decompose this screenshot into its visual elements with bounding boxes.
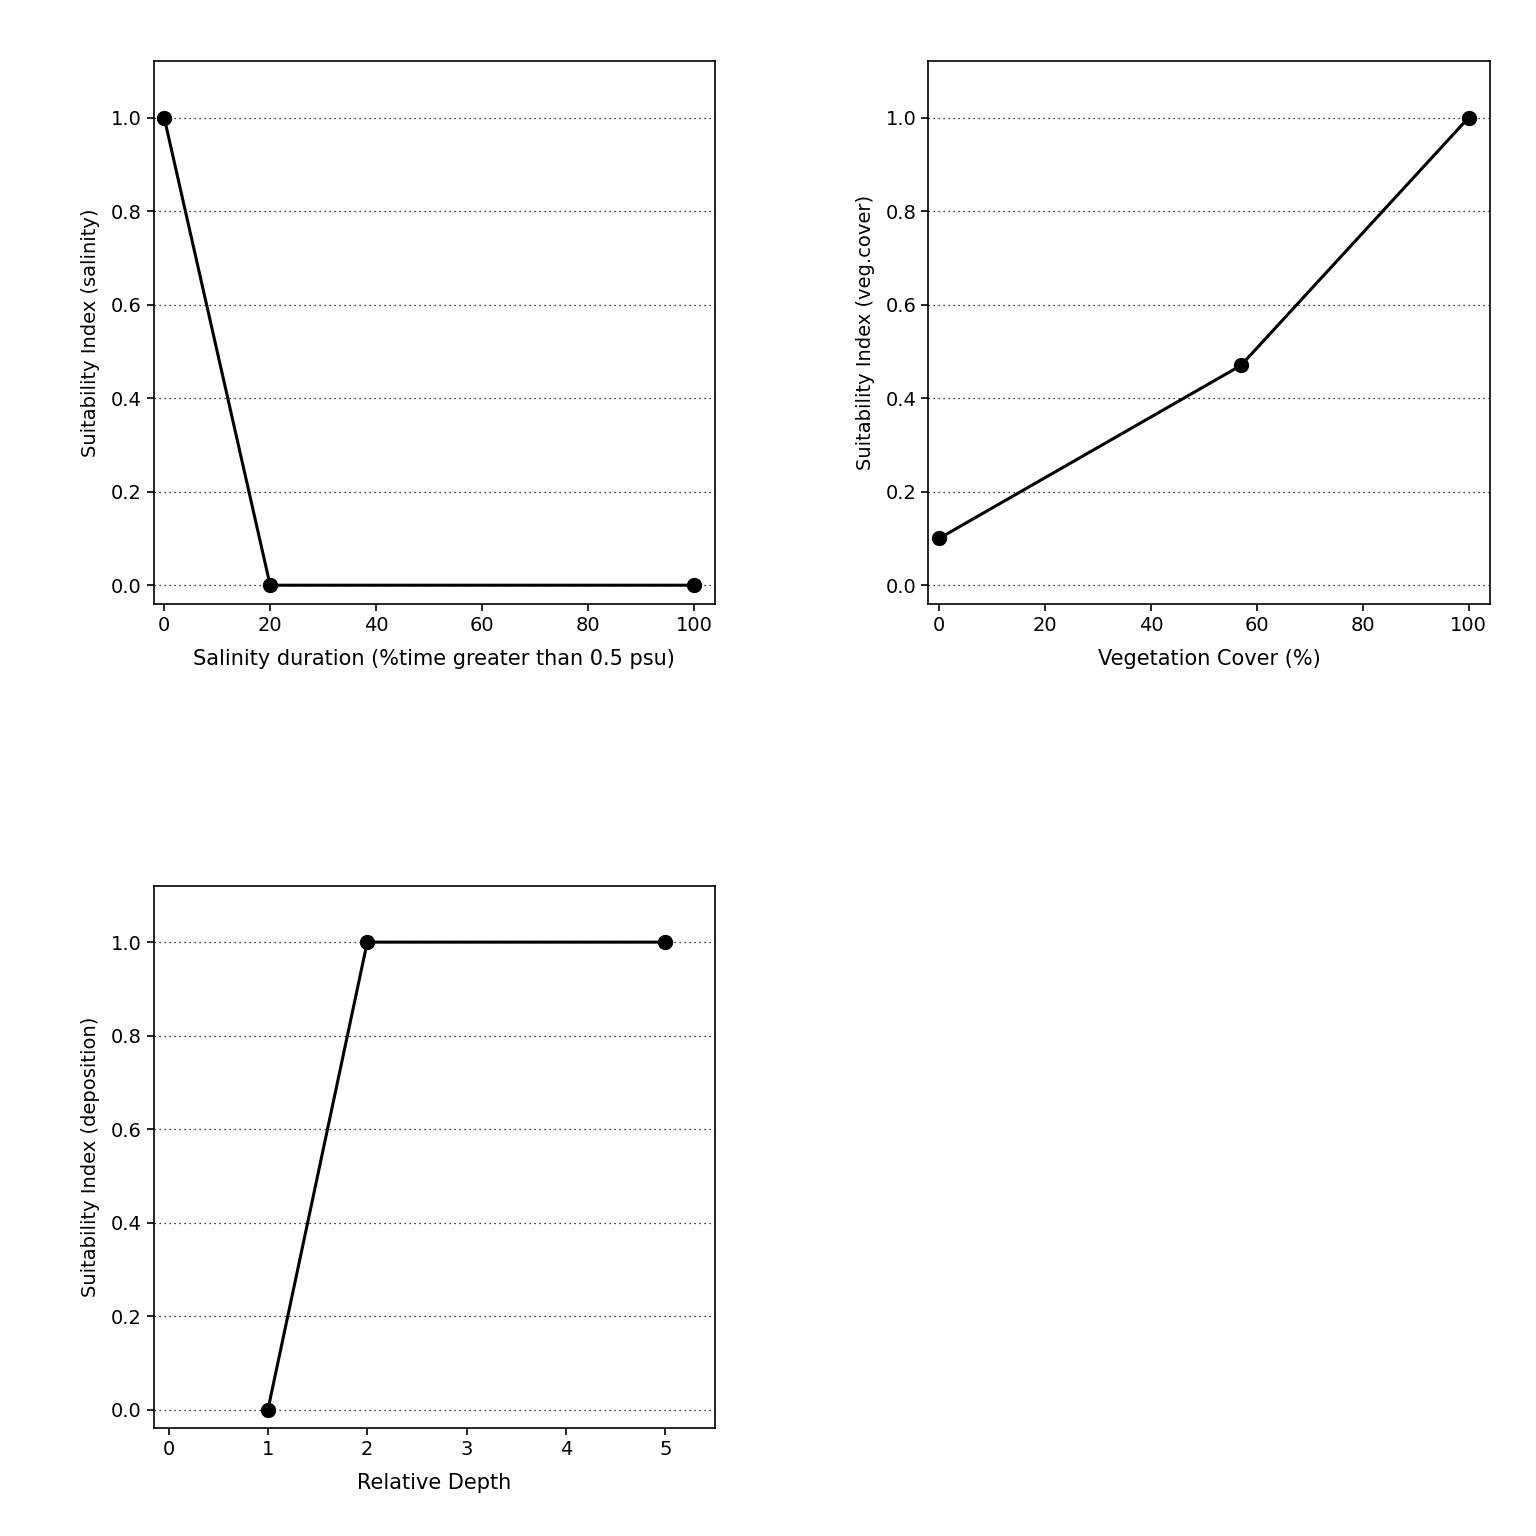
Y-axis label: Suitability Index (salinity): Suitability Index (salinity) — [81, 209, 100, 456]
X-axis label: Relative Depth: Relative Depth — [358, 1473, 511, 1493]
X-axis label: Salinity duration (%time greater than 0.5 psu): Salinity duration (%time greater than 0.… — [194, 648, 676, 668]
Y-axis label: Suitability Index (veg.cover): Suitability Index (veg.cover) — [856, 195, 874, 470]
X-axis label: Vegetation Cover (%): Vegetation Cover (%) — [1098, 648, 1321, 668]
Y-axis label: Suitability Index (deposition): Suitability Index (deposition) — [81, 1017, 100, 1298]
